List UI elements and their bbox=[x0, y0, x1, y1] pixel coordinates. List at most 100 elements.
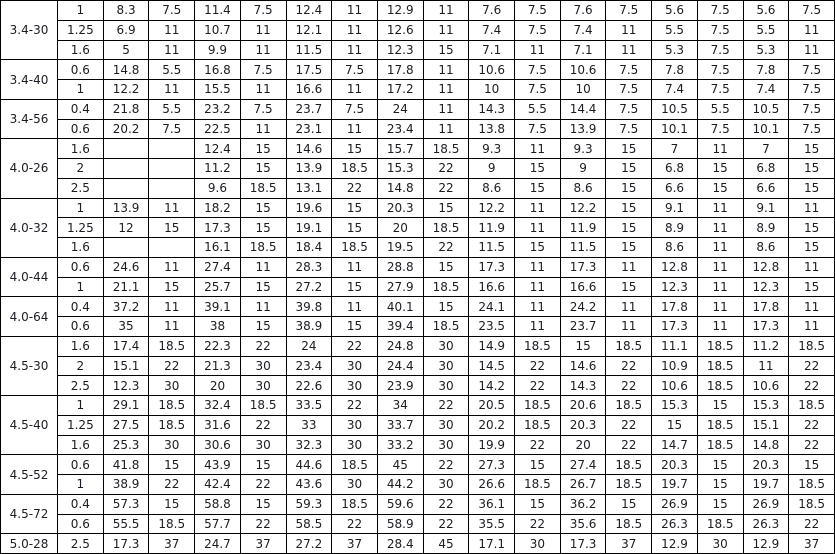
value-cell: 24.7 bbox=[194, 533, 241, 554]
value-cell: 16.1 bbox=[194, 237, 241, 258]
value-cell: 7.5 bbox=[696, 79, 744, 100]
value-cell: 7.5 bbox=[514, 59, 561, 80]
value-cell: 11 bbox=[605, 39, 653, 61]
value-cell: 15 bbox=[788, 276, 835, 298]
value-cell: 22 bbox=[788, 355, 835, 377]
value-cell: 30 bbox=[422, 355, 470, 377]
value-cell: 15 bbox=[605, 217, 653, 238]
group-label-cell: 4.0-32 bbox=[0, 197, 58, 258]
value-cell: 11 bbox=[788, 39, 835, 61]
value-cell: 15.7 bbox=[376, 138, 424, 159]
value-cell: 17.8 bbox=[742, 296, 790, 317]
value-cell: 5.5 bbox=[148, 98, 196, 120]
value-cell: 9.9 bbox=[194, 39, 241, 61]
value-cell: 11 bbox=[331, 118, 378, 140]
x-value-cell: 0.6 bbox=[57, 118, 104, 140]
table-row: 4.5-30 1.6 17.4 18.5 22.3 22 24 22 24.8 30 14.9 18.… bbox=[0, 335, 835, 397]
value-cell: 19.6 bbox=[285, 197, 333, 219]
value-cell: 22 bbox=[422, 513, 470, 535]
value-cell: 7.5 bbox=[148, 118, 196, 140]
value-cell: 22 bbox=[331, 513, 378, 535]
value-cell: 15 bbox=[605, 138, 653, 159]
value-cell: 10.9 bbox=[651, 355, 698, 377]
value-cell bbox=[102, 158, 150, 179]
value-cell: 23.1 bbox=[285, 118, 333, 140]
value-cell: 6.8 bbox=[651, 158, 698, 179]
value-cell: 15 bbox=[331, 197, 378, 219]
value-cell: 12.3 bbox=[742, 276, 790, 298]
value-cell: 30 bbox=[148, 375, 196, 396]
table-row: 4.0-26 1.6 12.4 15 14.6 15 15.7 18.5 9.3 11 9.3 15 7… bbox=[0, 138, 835, 199]
value-cell: 27.4 bbox=[559, 454, 607, 475]
value-cell: 7.5 bbox=[331, 98, 378, 120]
value-cell: 20.2 bbox=[102, 118, 150, 140]
value-cell: 12.3 bbox=[376, 39, 424, 61]
value-cell: 27.2 bbox=[285, 533, 333, 554]
value-cell: 37 bbox=[605, 533, 653, 554]
value-cell: 39.8 bbox=[285, 296, 333, 317]
table-row: 3.4-30 1 8.3 7.5 11.4 7.5 12.4 11 12.9 11 7.6 7.5 7.… bbox=[0, 0, 835, 61]
value-cell: 22 bbox=[605, 434, 653, 456]
value-cell: 37.2 bbox=[102, 296, 150, 317]
value-cell: 24.1 bbox=[468, 296, 516, 317]
value-cell: 24.6 bbox=[102, 256, 150, 278]
value-cell: 18.5 bbox=[514, 414, 561, 436]
value-cell: 12.9 bbox=[742, 533, 790, 554]
x-value-cell: 0.4 bbox=[57, 296, 104, 317]
value-cell: 30 bbox=[239, 355, 287, 377]
value-cell: 17.3 bbox=[651, 316, 698, 337]
value-cell: 45 bbox=[422, 533, 470, 554]
group-label-cell: 4.5-52 bbox=[0, 454, 58, 495]
value-cell: 11 bbox=[514, 197, 561, 219]
value-cell: 10.6 bbox=[651, 375, 698, 396]
value-cell: 11 bbox=[605, 256, 653, 278]
value-cell: 18.5 bbox=[239, 237, 287, 258]
table-row: 4.0-64 0.4 37.2 11 39.1 11 39.8 11 40.1 15 24.1 11 2… bbox=[0, 296, 835, 337]
value-cell: 35 bbox=[102, 316, 150, 337]
value-cell: 7.5 bbox=[788, 0, 835, 21]
value-cell: 17.3 bbox=[559, 256, 607, 278]
value-cell bbox=[102, 237, 150, 258]
value-cell: 11.2 bbox=[194, 158, 241, 179]
value-cell: 18.5 bbox=[605, 335, 653, 357]
value-cell: 57.7 bbox=[194, 513, 241, 535]
value-cell: 8.3 bbox=[102, 0, 150, 21]
value-cell: 18.5 bbox=[422, 217, 470, 238]
value-cell: 22 bbox=[331, 335, 378, 357]
value-cell: 22 bbox=[788, 375, 835, 396]
value-cell: 15 bbox=[148, 217, 196, 238]
value-cell: 35.5 bbox=[468, 513, 516, 535]
value-cell: 38.9 bbox=[102, 474, 150, 495]
value-cell: 12.2 bbox=[468, 197, 516, 219]
value-cell: 11 bbox=[514, 296, 561, 317]
value-cell bbox=[148, 177, 196, 199]
value-cell: 18.5 bbox=[239, 177, 287, 199]
table-row: 4.5-52 0.6 41.8 15 43.9 15 44.6 18.5 45 22 27.3 15 2… bbox=[0, 454, 835, 495]
group-label-cell: 4.0-64 bbox=[0, 296, 58, 337]
value-cell: 11.9 bbox=[468, 217, 516, 238]
value-cell: 39.4 bbox=[376, 316, 424, 337]
value-cell: 7.8 bbox=[651, 59, 698, 80]
value-cell: 14.5 bbox=[468, 355, 516, 377]
x-value-cell: 1 bbox=[57, 197, 104, 219]
value-cell: 17.3 bbox=[742, 316, 790, 337]
value-cell: 15 bbox=[331, 138, 378, 159]
value-cell: 19.1 bbox=[285, 217, 333, 238]
x-value-cell: 1 bbox=[57, 395, 104, 416]
value-cell: 11 bbox=[788, 296, 835, 317]
value-cell: 15 bbox=[788, 217, 835, 238]
value-cell: 9.1 bbox=[742, 197, 790, 219]
value-cell bbox=[102, 177, 150, 199]
value-cell: 17.2 bbox=[376, 79, 424, 100]
value-cell: 11 bbox=[148, 197, 196, 219]
x-value-cell: 0.6 bbox=[57, 454, 104, 475]
table-row: 4.0-44 0.6 24.6 11 27.4 11 28.3 11 28.8 15 17.3 11 1… bbox=[0, 256, 835, 298]
value-cell: 24.2 bbox=[559, 296, 607, 317]
value-cell: 20.6 bbox=[559, 395, 607, 416]
value-cell: 17.3 bbox=[559, 533, 607, 554]
value-cell: 33.7 bbox=[376, 414, 424, 436]
value-cell: 15.3 bbox=[651, 395, 698, 416]
value-cell: 5.3 bbox=[742, 39, 790, 61]
x-value-cell: 2 bbox=[57, 158, 104, 179]
value-cell: 7.4 bbox=[559, 19, 607, 41]
